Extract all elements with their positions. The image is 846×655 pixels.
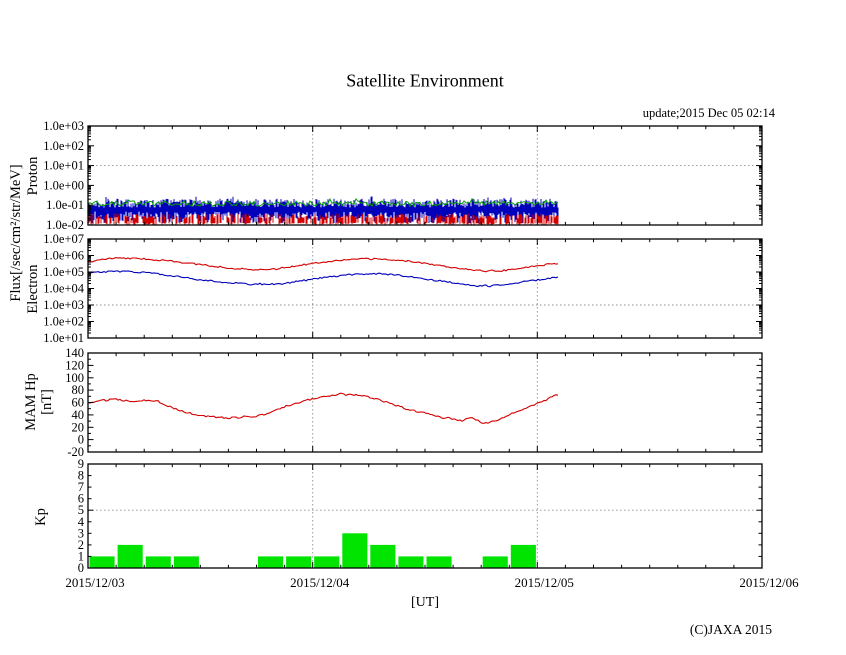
y-tick-label: 1.0e+02 xyxy=(43,139,84,153)
panel-border xyxy=(87,463,763,569)
kp-bar xyxy=(426,556,452,568)
kp-bar xyxy=(286,556,312,568)
y-tick-label: 100 xyxy=(65,371,84,385)
y-tick-label: 1.0e+04 xyxy=(43,282,84,296)
panel-proton: 1.0e+03 1.0e+02 1.0e+01 1.0e+00 1.0e-01 1.0e-… xyxy=(43,119,763,232)
panel-border xyxy=(87,238,763,339)
kp-bar xyxy=(117,544,143,568)
y-tick-label: 1.0e+00 xyxy=(43,178,84,192)
y-tick-label: 60 xyxy=(72,396,85,410)
y-tick-label: 1.0e+07 xyxy=(43,232,84,246)
kp-bar xyxy=(258,556,284,568)
x-tick-label: 2015/12/06 xyxy=(739,575,799,590)
y-tick-label: 1.0e+03 xyxy=(43,119,84,133)
y-tick-label: 1.0e+01 xyxy=(43,159,84,173)
y-tick-label: 9 xyxy=(78,457,84,471)
x-tick-label: 2015/12/05 xyxy=(515,575,574,590)
y-tick-label: 3 xyxy=(78,526,84,540)
update-timestamp: update;2015 Dec 05 02:14 xyxy=(642,106,775,120)
kp-bar xyxy=(370,544,396,568)
mam-hp-series xyxy=(87,392,559,424)
kp-bar xyxy=(342,533,368,568)
y-tick-label: 6 xyxy=(78,492,84,506)
x-tick-label: 2015/12/04 xyxy=(290,575,350,590)
y-tick-label: 1.0e+03 xyxy=(43,298,84,312)
kp-bar xyxy=(89,556,115,568)
electron-low-channel-series xyxy=(87,270,559,288)
y-tick-label: -20 xyxy=(67,445,84,459)
kp-bar xyxy=(398,556,424,568)
y-tick-label: 20 xyxy=(72,420,85,434)
y-tick-label: 1.0e-02 xyxy=(46,218,84,232)
electron-high-channel-series xyxy=(87,257,559,273)
x-tick-label: 2015/12/03 xyxy=(65,575,124,590)
y-tick-label: 80 xyxy=(72,383,85,397)
y-tick-label: 1.0e+02 xyxy=(43,315,84,329)
y-tick-label: 1 xyxy=(78,549,84,563)
y-tick-label: 120 xyxy=(65,358,84,372)
y-tick-label: 1.0e+06 xyxy=(43,249,84,263)
y-tick-label: 140 xyxy=(65,346,84,360)
proton-green-series xyxy=(87,197,559,208)
kp-bar xyxy=(510,544,536,568)
kp-bar xyxy=(173,556,199,568)
kp-bar xyxy=(482,556,508,568)
y-tick-label: 5 xyxy=(78,503,84,517)
y-tick-label: 0 xyxy=(78,561,84,575)
chart-title: Satellite Environment xyxy=(346,70,504,91)
copyright-text: (C)JAXA 2015 xyxy=(689,622,772,637)
y-tick-label: 2 xyxy=(78,538,84,552)
y-tick-label: 8 xyxy=(78,469,84,483)
y-tick-label: 1.0e+05 xyxy=(43,265,84,279)
y-tick-label: 1.0e-01 xyxy=(46,198,84,212)
x-axis-unit-label: [UT] xyxy=(411,595,439,610)
panel-border xyxy=(87,352,763,453)
kp-bar xyxy=(314,556,340,568)
panel-electron: 1.0e+07 1.0e+06 1.0e+05 1.0e+04 1.0e+03 1.0e+… xyxy=(43,232,763,345)
y-tick-label: 7 xyxy=(78,480,84,494)
kp-bar xyxy=(145,556,171,568)
y-tick-label: 4 xyxy=(78,515,85,529)
y-tick-label: 40 xyxy=(72,408,85,422)
y-tick-label: 0 xyxy=(78,433,84,447)
y-tick-label: 1.0e+01 xyxy=(43,331,84,345)
